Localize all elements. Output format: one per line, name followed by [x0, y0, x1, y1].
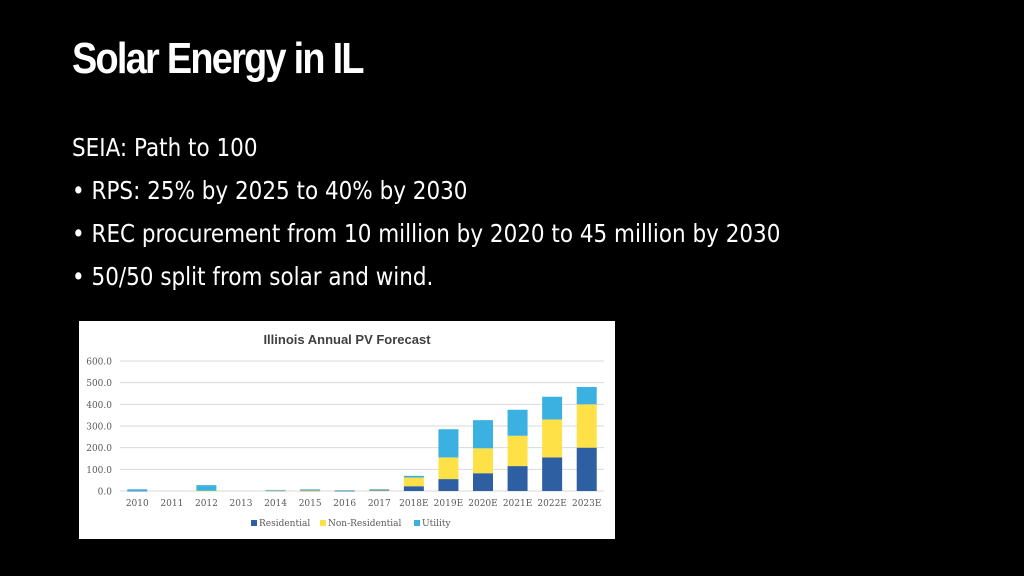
bar-segment — [473, 473, 493, 491]
x-tick-label: 2017 — [368, 499, 391, 509]
bar-segment — [403, 475, 424, 478]
y-tick-label: 500.0 — [86, 379, 112, 389]
x-tick-label: 2018E — [399, 499, 428, 509]
bar-segment — [438, 429, 459, 458]
legend-label: Residential — [259, 519, 310, 529]
bar-segment — [334, 490, 355, 491]
bar-segment — [265, 489, 286, 491]
x-tick-label: 2023E — [572, 499, 601, 509]
y-tick-label: 200.0 — [86, 444, 112, 454]
bar-segment — [576, 387, 597, 405]
x-tick-label: 2022E — [537, 499, 566, 509]
bar-segment — [438, 457, 459, 480]
bullet-marker: • — [72, 262, 85, 291]
y-tick-label: 0.0 — [98, 488, 113, 498]
bar-segment — [300, 489, 321, 491]
bar-segment — [265, 490, 286, 491]
x-tick-label: 2021E — [503, 499, 532, 509]
bar-segment — [127, 490, 148, 492]
bar-segment — [127, 489, 148, 491]
bar-segment — [369, 490, 390, 491]
bar-segment — [196, 490, 217, 492]
bar-segment — [334, 490, 355, 492]
x-tick-label: 2016 — [333, 499, 356, 509]
bar-segment — [507, 409, 528, 436]
x-tick-label: 2020E — [468, 499, 497, 509]
bar-segment — [196, 485, 217, 491]
bar-segment — [473, 448, 493, 474]
chart-title: Illinois Annual PV Forecast — [263, 332, 431, 347]
bar-segment — [507, 466, 528, 491]
slide-title: Solar Energy in IL — [72, 34, 364, 83]
y-tick-label: 100.0 — [86, 466, 112, 476]
x-tick-label: 2013 — [230, 499, 253, 509]
bar-segment — [300, 489, 321, 490]
bar-segment — [369, 489, 390, 490]
x-tick-label: 2012 — [195, 499, 218, 509]
bullet-text: 50/50 split from solar and wind. — [91, 262, 434, 291]
bar-segment — [542, 457, 563, 491]
bar-segment — [542, 396, 563, 420]
bar-segment — [403, 477, 424, 487]
y-tick-label: 300.0 — [86, 423, 112, 433]
bar-segment — [403, 486, 424, 491]
x-tick-label: 2019E — [434, 499, 463, 509]
bar-segment — [369, 489, 390, 491]
bar-segment — [438, 479, 459, 491]
legend-swatch — [251, 520, 257, 526]
pv-forecast-chart: Illinois Annual PV Forecast 600.0 500.0 400… — [86, 332, 604, 529]
intro-line: SEIA: Path to 100 — [72, 133, 258, 162]
bullet-item: • 50/50 split from solar and wind. — [72, 257, 932, 300]
x-tick-label: 2011 — [160, 499, 183, 509]
bar-segment — [473, 420, 493, 449]
bar-segment — [507, 435, 528, 467]
bar-segment — [576, 447, 597, 491]
bar-segment — [542, 419, 563, 458]
x-tick-label: 2014 — [264, 499, 287, 509]
bullet-text: REC procurement from 10 million by 2020 … — [91, 219, 781, 248]
legend-label: Non-Residential — [328, 519, 401, 529]
x-tick-label: 2015 — [299, 499, 322, 509]
x-tick-label: 2010 — [126, 499, 149, 509]
bullet-marker: • — [72, 219, 85, 248]
y-tick-label: 400.0 — [86, 401, 112, 411]
legend-swatch — [320, 520, 326, 526]
bullet-text: RPS: 25% by 2025 to 40% by 2030 — [91, 176, 468, 205]
legend-swatch — [414, 520, 420, 526]
slide-body: SEIA: Path to 100 • RPS: 25% by 2025 to … — [72, 128, 932, 300]
bar-segment — [300, 490, 321, 492]
y-tick-label: 600.0 — [86, 358, 112, 368]
chart-container: Illinois Annual PV Forecast 600.0 500.0 400… — [79, 321, 615, 539]
bar-segment — [576, 404, 597, 448]
bullet-item: • REC procurement from 10 million by 202… — [72, 214, 932, 257]
bullet-item: • RPS: 25% by 2025 to 40% by 2030 — [72, 171, 932, 214]
legend-label: Utility — [422, 519, 451, 529]
bullet-marker: • — [72, 176, 85, 205]
